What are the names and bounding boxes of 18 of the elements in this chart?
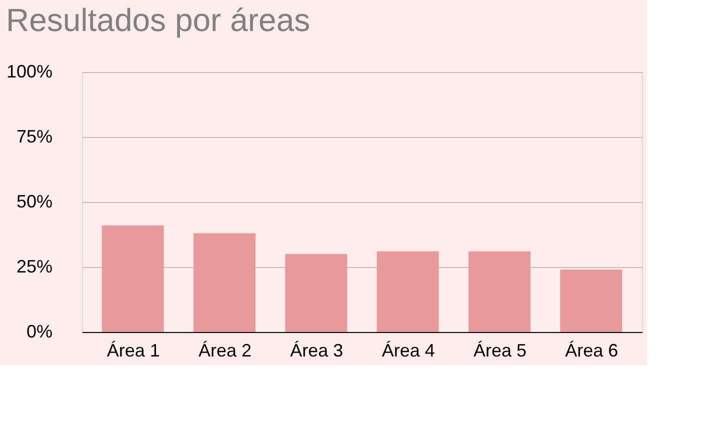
x-tick-label: Área 1 <box>106 340 160 360</box>
bar <box>194 233 256 332</box>
bar <box>285 254 348 332</box>
y-tick-label: 75% <box>16 126 52 146</box>
bar <box>468 251 530 332</box>
y-tick-label: 100% <box>6 62 52 82</box>
x-tick-label: Área 4 <box>382 340 435 360</box>
x-tick-label: Área 5 <box>473 340 527 360</box>
y-tick-label: 0% <box>26 322 52 342</box>
x-tick-label: Área 3 <box>290 340 344 360</box>
chart-title: Resultados por áreas <box>6 2 310 38</box>
x-tick-label: Área 6 <box>565 340 618 360</box>
bar <box>376 251 439 332</box>
y-tick-label: 25% <box>16 256 52 276</box>
x-tick-label: Área 2 <box>198 340 252 360</box>
bar <box>102 225 164 332</box>
bar <box>560 270 622 332</box>
y-tick-label: 50% <box>16 192 52 212</box>
